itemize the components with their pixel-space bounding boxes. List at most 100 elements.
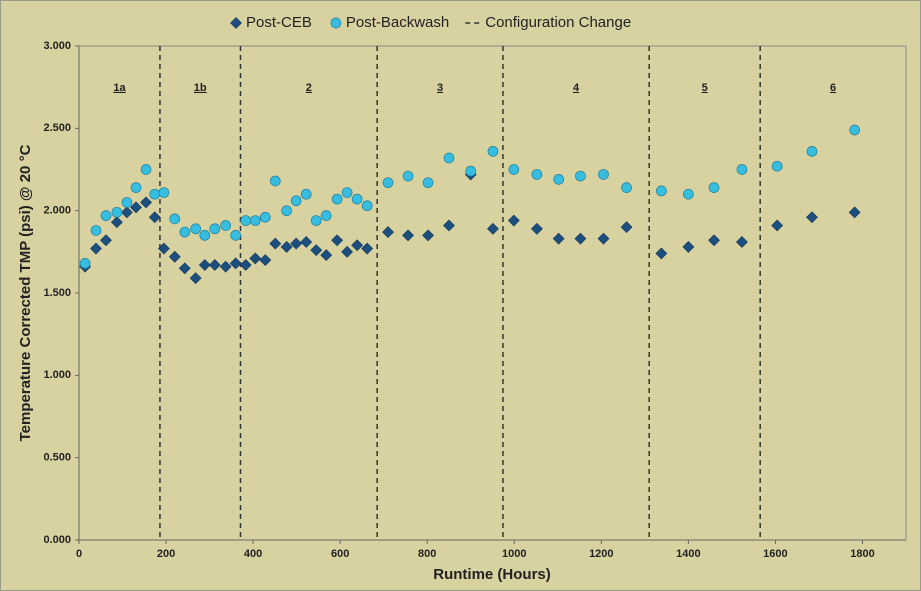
point	[140, 164, 152, 175]
point	[79, 258, 91, 269]
point	[402, 229, 414, 242]
point	[169, 213, 181, 225]
x-tick-label: 400	[244, 548, 262, 560]
x-tick-label: 200	[157, 548, 175, 560]
region-label: 2	[306, 82, 312, 94]
point	[598, 169, 609, 180]
point	[553, 174, 565, 185]
point	[140, 196, 152, 209]
point	[708, 182, 720, 193]
point	[290, 195, 302, 207]
point	[148, 211, 161, 224]
point	[90, 225, 102, 236]
point	[310, 244, 323, 257]
legend-label: Post-Backwash	[346, 14, 449, 31]
point	[290, 237, 303, 250]
point	[310, 215, 322, 226]
point	[443, 152, 455, 164]
point	[219, 260, 232, 273]
point	[771, 160, 783, 172]
point	[487, 222, 499, 235]
point	[848, 206, 861, 219]
point	[597, 232, 610, 245]
point	[120, 206, 133, 219]
y-tick-label: 2.000	[43, 205, 71, 217]
point	[465, 165, 477, 177]
point	[198, 259, 211, 271]
point	[361, 242, 374, 255]
point	[531, 169, 543, 180]
point	[422, 177, 434, 189]
point	[179, 226, 191, 238]
point	[300, 188, 312, 200]
region-label: 1a	[113, 82, 126, 94]
point	[402, 170, 414, 182]
point	[259, 254, 272, 266]
point	[240, 215, 252, 226]
x-tick-label: 0	[76, 548, 82, 560]
region-label: 1b	[194, 82, 207, 94]
plot-area	[79, 46, 906, 540]
point	[111, 206, 123, 218]
point	[351, 239, 364, 252]
point	[190, 223, 202, 235]
point	[281, 205, 292, 217]
point	[620, 221, 633, 234]
point	[121, 197, 133, 208]
point	[90, 242, 102, 255]
point	[331, 234, 344, 247]
x-axis-title: Runtime (Hours)	[433, 566, 551, 583]
y-tick-label: 1.000	[43, 369, 71, 381]
point	[110, 216, 123, 229]
point	[361, 200, 373, 212]
point	[574, 232, 587, 245]
point	[487, 146, 499, 157]
point	[771, 219, 784, 232]
x-tick-label: 1600	[763, 548, 787, 560]
x-tick-label: 1800	[850, 548, 874, 560]
point	[655, 247, 668, 260]
point	[178, 262, 191, 275]
point	[130, 201, 142, 214]
point	[229, 257, 242, 270]
point	[736, 164, 748, 175]
x-tick-label: 1400	[676, 548, 700, 560]
point	[508, 164, 520, 175]
point	[158, 187, 170, 198]
region-label: 4	[573, 82, 580, 94]
y-tick-label: 1.500	[43, 287, 71, 299]
point	[735, 236, 748, 248]
point	[300, 236, 313, 248]
point	[656, 185, 667, 197]
x-tick-label: 600	[331, 548, 349, 560]
point	[849, 124, 860, 136]
point	[130, 182, 142, 193]
point	[208, 259, 221, 271]
region-label: 3	[437, 82, 443, 94]
point	[552, 232, 565, 245]
point	[682, 240, 695, 253]
point	[220, 220, 232, 231]
point	[239, 259, 252, 271]
point	[230, 230, 242, 241]
point	[530, 222, 543, 235]
point	[199, 230, 211, 241]
y-axis-title: Temperature Corrected TMP (psi) @ 20 °C	[17, 144, 34, 441]
point	[575, 170, 586, 182]
y-tick-label: 3.000	[43, 40, 71, 52]
point	[320, 249, 333, 262]
point	[149, 188, 161, 200]
legend-label: Post-CEB	[246, 14, 312, 31]
point	[269, 237, 282, 250]
point	[168, 250, 181, 263]
point	[100, 210, 112, 221]
point	[382, 226, 394, 238]
point	[621, 182, 632, 193]
point	[320, 210, 332, 221]
point	[422, 229, 435, 242]
point	[189, 272, 202, 285]
point	[683, 188, 694, 200]
point	[382, 177, 394, 189]
point	[280, 240, 293, 253]
point	[209, 223, 221, 235]
